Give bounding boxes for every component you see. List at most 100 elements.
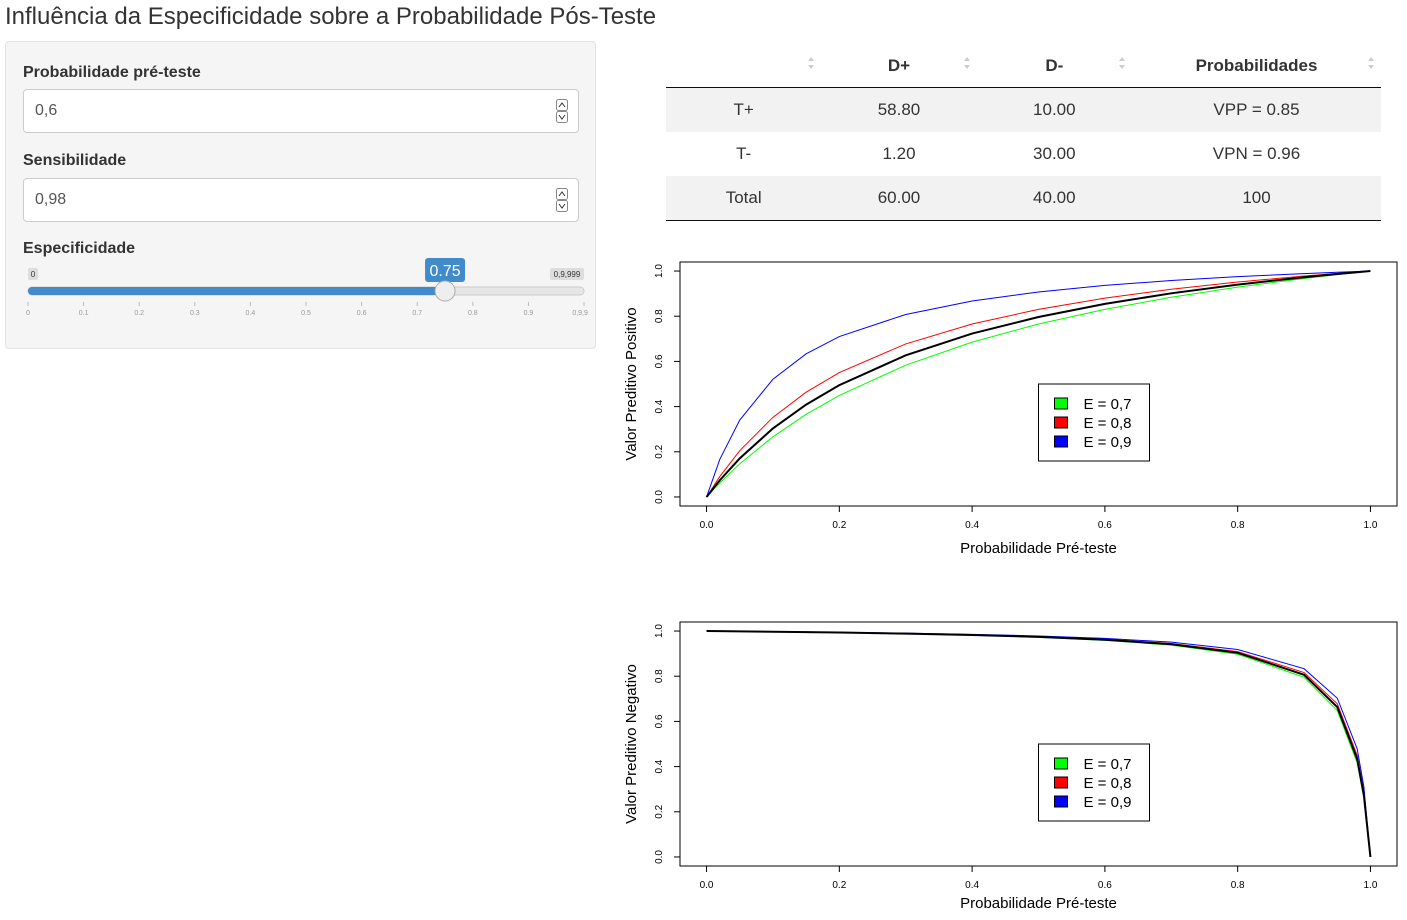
value-bubble (425, 258, 466, 282)
y-tick-label: 1.0 (654, 264, 665, 278)
slider-tick-label: 0.3 (190, 310, 200, 317)
x-tick-label: 0.8 (1231, 880, 1245, 891)
header-row: D+ D- Probabilidades (666, 45, 1381, 88)
x-tick-label: 0.6 (1098, 880, 1112, 891)
x-tick-label: 1.0 (1363, 520, 1377, 531)
legend-swatch (1054, 435, 1068, 448)
y-axis-title: Valor Preditivo Positivo (623, 307, 640, 460)
contingency-table: D+ D- Probabilidades T+ 58.80 10.00 VPP = 0… (666, 45, 1381, 221)
slider-tick-label: 0.9 (524, 310, 534, 317)
slider-handle[interactable] (434, 280, 456, 302)
x-tick-label: 0.0 (700, 880, 714, 891)
x-tick-label: 0.4 (965, 520, 979, 531)
row-label: T+ (666, 87, 822, 132)
input-value: 0,98 (35, 191, 67, 208)
cell: 1.20 (882, 144, 916, 163)
header-cell[interactable]: Probabilidades (1132, 45, 1381, 88)
max-label: 0,9,999 (554, 270, 581, 279)
y-tick-label: 0.2 (654, 804, 665, 818)
slider-tick-label: 0 (26, 310, 30, 317)
legend-swatch (1054, 776, 1068, 789)
series-line (706, 270, 1371, 498)
slider-fill (28, 287, 446, 295)
legend-label: E = 0,8 (1084, 415, 1132, 432)
x-tick-label: 0.2 (832, 520, 846, 531)
cell: 100 (1132, 176, 1381, 221)
cell: 60.00 (821, 176, 977, 221)
legend-label: E = 0,9 (1084, 794, 1132, 811)
y-tick-label: 0.0 (654, 850, 665, 864)
series-line (705, 270, 1371, 498)
legend-swatch (1054, 416, 1068, 429)
column-header: Probabilidades (1195, 56, 1318, 75)
y-tick-label: 0.0 (654, 490, 665, 504)
y-tick-label: 0.4 (654, 759, 665, 773)
x-tick-label: 0.4 (965, 880, 979, 891)
x-tick-label: 0.0 (700, 520, 714, 531)
legend-label: E = 0,7 (1084, 756, 1132, 773)
ppv-chart: 0.0 0.2 0.4 0.6 0.8 1.0 0.0 0.2 0.4 0.6 0.8 1.0 Prob… (623, 261, 1398, 557)
legend-swatch (1054, 757, 1068, 770)
input-value: 0,6 (35, 102, 58, 119)
y-tick-label: 0.8 (654, 669, 665, 683)
slider[interactable]: 0 0,9,999 0 0.1 0.2 0.3 0.4 0.5 0.6 0.7 0.8 0.9 0,9,… (18, 258, 588, 320)
legend-swatch (1054, 795, 1068, 808)
x-axis-title: Probabilidade Pré-teste (960, 540, 1117, 557)
y-tick-label: 1.0 (654, 624, 665, 638)
header-cell[interactable]: D+ (821, 45, 977, 88)
input-label: Probabilidade pré-teste (23, 64, 201, 81)
row-label: Total (666, 176, 822, 221)
legend-label: E = 0,9 (1084, 434, 1132, 451)
y-tick-label: 0.6 (654, 714, 665, 728)
row: T+ 58.80 10.00 VPP = 0.85 (666, 87, 1381, 132)
slider-tick-label: 0.5 (301, 310, 311, 317)
spinner[interactable] (556, 188, 568, 212)
x-tick-label: 0.6 (1098, 520, 1112, 531)
row: T- 1.20 30.00 VPN = 0.96 (666, 132, 1381, 176)
x-tick-label: 0.2 (832, 880, 846, 891)
number-input[interactable]: 0,98 (23, 178, 579, 222)
x-tick-label: 0.8 (1231, 520, 1245, 531)
min-label-bg (28, 268, 38, 280)
y-tick-label: 0.2 (654, 444, 665, 458)
max-label-bg (550, 268, 584, 280)
column-header: D- (1045, 56, 1064, 75)
npv-chart: 0.0 0.2 0.4 0.6 0.8 1.0 0.0 0.2 0.4 0.6 0.8 1.0 Prob… (623, 621, 1398, 912)
sidebar: Probabilidade pré-teste 0,6 Sensibilidad… (5, 41, 596, 349)
slider-tick-label: 0.8 (468, 310, 478, 317)
y-tick-label: 0.4 (654, 399, 665, 413)
input-label: Sensibilidade (23, 152, 127, 169)
slider-label: Especificidade (23, 240, 136, 257)
row-label: T- (736, 144, 752, 163)
cell: VPP = 0.85 (1132, 87, 1381, 132)
y-axis-title: Valor Preditivo Negativo (623, 664, 640, 824)
number-input[interactable]: 0,6 (23, 89, 579, 133)
y-tick-label: 0.8 (654, 309, 665, 323)
cell: VPN = 0.96 (1212, 144, 1301, 163)
slider-tick-label: 0.1 (79, 310, 89, 317)
x-tick-label: 1.0 (1363, 880, 1377, 891)
y-tick-label: 0.6 (654, 354, 665, 368)
cell: 10.00 (976, 87, 1132, 132)
series-line (706, 630, 1372, 858)
legend-label: E = 0,7 (1084, 396, 1132, 413)
slider-tick-label: 0.2 (134, 310, 144, 317)
header-cell[interactable] (666, 45, 822, 88)
cell: 58.80 (821, 87, 977, 132)
spinner[interactable] (556, 99, 568, 123)
min-label: 0 (31, 270, 36, 279)
slider-tick-label: 0.4 (246, 310, 256, 317)
legend-swatch (1054, 397, 1068, 410)
column-header: D+ (887, 56, 911, 75)
cell: 40.00 (976, 176, 1132, 221)
legend-label: E = 0,8 (1084, 775, 1132, 792)
page-title: Influência da Especificidade sobre a Pro… (5, 3, 657, 30)
header-cell[interactable]: D- (976, 45, 1132, 88)
value-label: 0.75 (429, 263, 460, 280)
slider-tick-label: 0,9,999 (572, 310, 588, 317)
slider-tick-label: 0.7 (412, 310, 422, 317)
x-axis-title: Probabilidade Pré-teste (960, 895, 1117, 912)
row: Total 60.00 40.00 100 (666, 176, 1381, 221)
